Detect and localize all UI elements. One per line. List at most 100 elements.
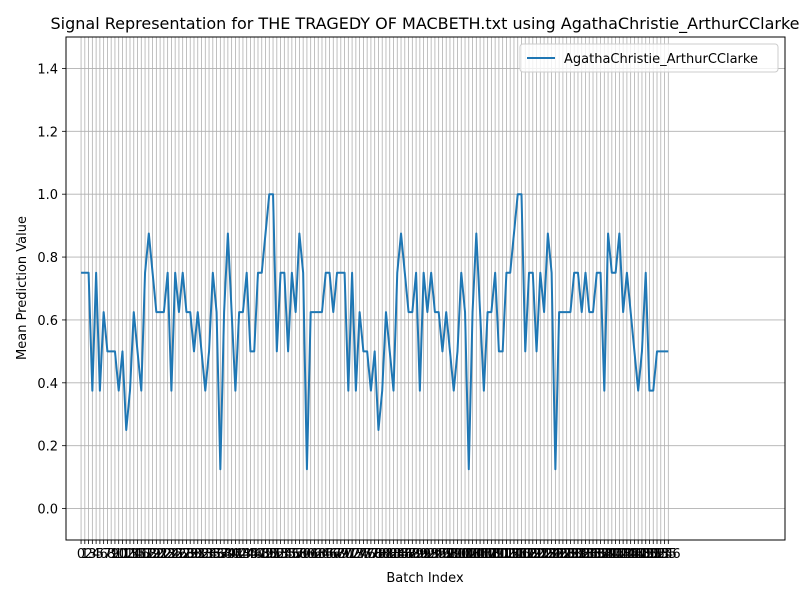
y-tick-label: 0.0 [37,503,58,518]
x-tick-label: 48 [253,547,270,562]
x-tick-label: 50 [261,547,278,562]
x-tick-label: 156 [656,547,681,562]
y-tick-label: 1.0 [37,188,58,203]
x-tick-label: 107 [471,547,496,562]
x-tick-label: 131 [562,547,587,562]
x-tick-label: 153 [645,547,670,562]
x-tick-label: 151 [637,547,662,562]
y-axis-label: Mean Prediction Value [15,216,30,360]
x-tick-label: 84 [389,547,406,562]
x-tick-label: 70 [336,547,353,562]
x-tick-label: 40 [223,547,240,562]
x-tick-label: 8 [107,547,115,562]
legend: AgathaChristie_ArthurCClarke [519,43,779,73]
x-tick-label: 42 [231,547,248,562]
x-tick-label: 33 [197,547,214,562]
x-tick-label: 45 [242,547,259,562]
x-tick-label: 46 [246,547,263,562]
y-tick-label: 0.2 [37,440,58,455]
x-tick-label: 122 [528,547,553,562]
x-tick-label: 124 [535,547,560,562]
x-tick-label: 106 [468,547,493,562]
legend-label: AgathaChristie_ArthurCClarke [564,52,758,67]
x-tick-label: 25 [167,547,184,562]
x-tick-label: 74 [351,547,368,562]
x-tick-label: 87 [400,547,417,562]
plot-frame [65,36,786,541]
x-tick-label: 119 [517,547,542,562]
x-tick-label: 31 [189,547,206,562]
x-tick-label: 30 [186,547,203,562]
x-tick-label: 20 [148,547,165,562]
x-tick-label: 52 [269,547,286,562]
x-tick-label: 142 [603,547,628,562]
x-tick-label: 150 [633,547,658,562]
x-tick-label: 32 [193,547,210,562]
x-tick-label: 83 [385,547,402,562]
x-tick-label: 114 [498,547,523,562]
x-tick-label: 62 [306,547,323,562]
x-tick-label: 116 [505,547,530,562]
x-tick-label: 7 [103,547,111,562]
x-tick-label: 137 [584,547,609,562]
x-tick-label: 55 [280,547,297,562]
x-tick-label: 93 [423,547,440,562]
x-tick-label: 133 [569,547,594,562]
x-tick-label: 96 [434,547,451,562]
x-tick-label: 80 [374,547,391,562]
x-tick-label: 115 [502,547,527,562]
x-tick-label: 75 [355,547,372,562]
x-tick-label: 130 [558,547,583,562]
x-tick-label: 97 [438,547,455,562]
x-tick-label: 98 [442,547,459,562]
x-tick-label: 36 [208,547,225,562]
x-tick-label: 94 [427,547,444,562]
x-tick-label: 89 [408,547,425,562]
x-tick-label: 57 [287,547,304,562]
x-tick-label: 111 [486,547,511,562]
legend-box [519,43,779,73]
x-tick-label: 129 [554,547,579,562]
x-tick-label: 69 [333,547,350,562]
x-tick-label: 100 [445,547,470,562]
x-tick-label: 67 [325,547,342,562]
x-tick-label: 13 [122,547,139,562]
x-tick-label: 58 [291,547,308,562]
x-tick-label: 145 [614,547,639,562]
x-tick-label: 99 [445,547,462,562]
x-tick-label: 4 [92,547,100,562]
x-tick-label: 101 [449,547,474,562]
x-tick-label: 105 [464,547,489,562]
x-tick-label: 143 [607,547,632,562]
x-tick-label: 136 [581,547,606,562]
x-tick-label: 108 [475,547,500,562]
x-axis-label: Batch Index [386,571,464,586]
x-tick-label: 56 [284,547,301,562]
x-tick-label: 34 [201,547,218,562]
x-tick-label: 127 [547,547,572,562]
x-tick-label: 85 [393,547,410,562]
x-tick-label: 112 [490,547,515,562]
x-tick-label: 6 [100,547,108,562]
x-tick-label: 49 [257,547,274,562]
x-tick-label: 18 [141,547,158,562]
y-tick-label: 0.4 [37,377,58,392]
x-tick-label: 5 [96,547,104,562]
x-tick-label: 78 [366,547,383,562]
x-tick-label: 118 [513,547,538,562]
x-tick-label: 24 [163,547,180,562]
series-line [81,193,669,471]
x-tick-label: 117 [509,547,534,562]
x-tick-label: 102 [453,547,478,562]
chart-title: Signal Representation for THE TRAGEDY OF… [51,14,800,34]
x-tick-label: 29 [182,547,199,562]
x-tick-label: 1 [81,547,89,562]
x-tick-label: 141 [599,547,624,562]
x-tick-label: 120 [520,547,545,562]
x-tick-label: 125 [539,547,564,562]
x-tick-label: 90 [412,547,429,562]
y-tick-label: 0.6 [37,314,58,329]
x-tick-label: 121 [524,547,549,562]
x-tick-label: 134 [573,547,598,562]
